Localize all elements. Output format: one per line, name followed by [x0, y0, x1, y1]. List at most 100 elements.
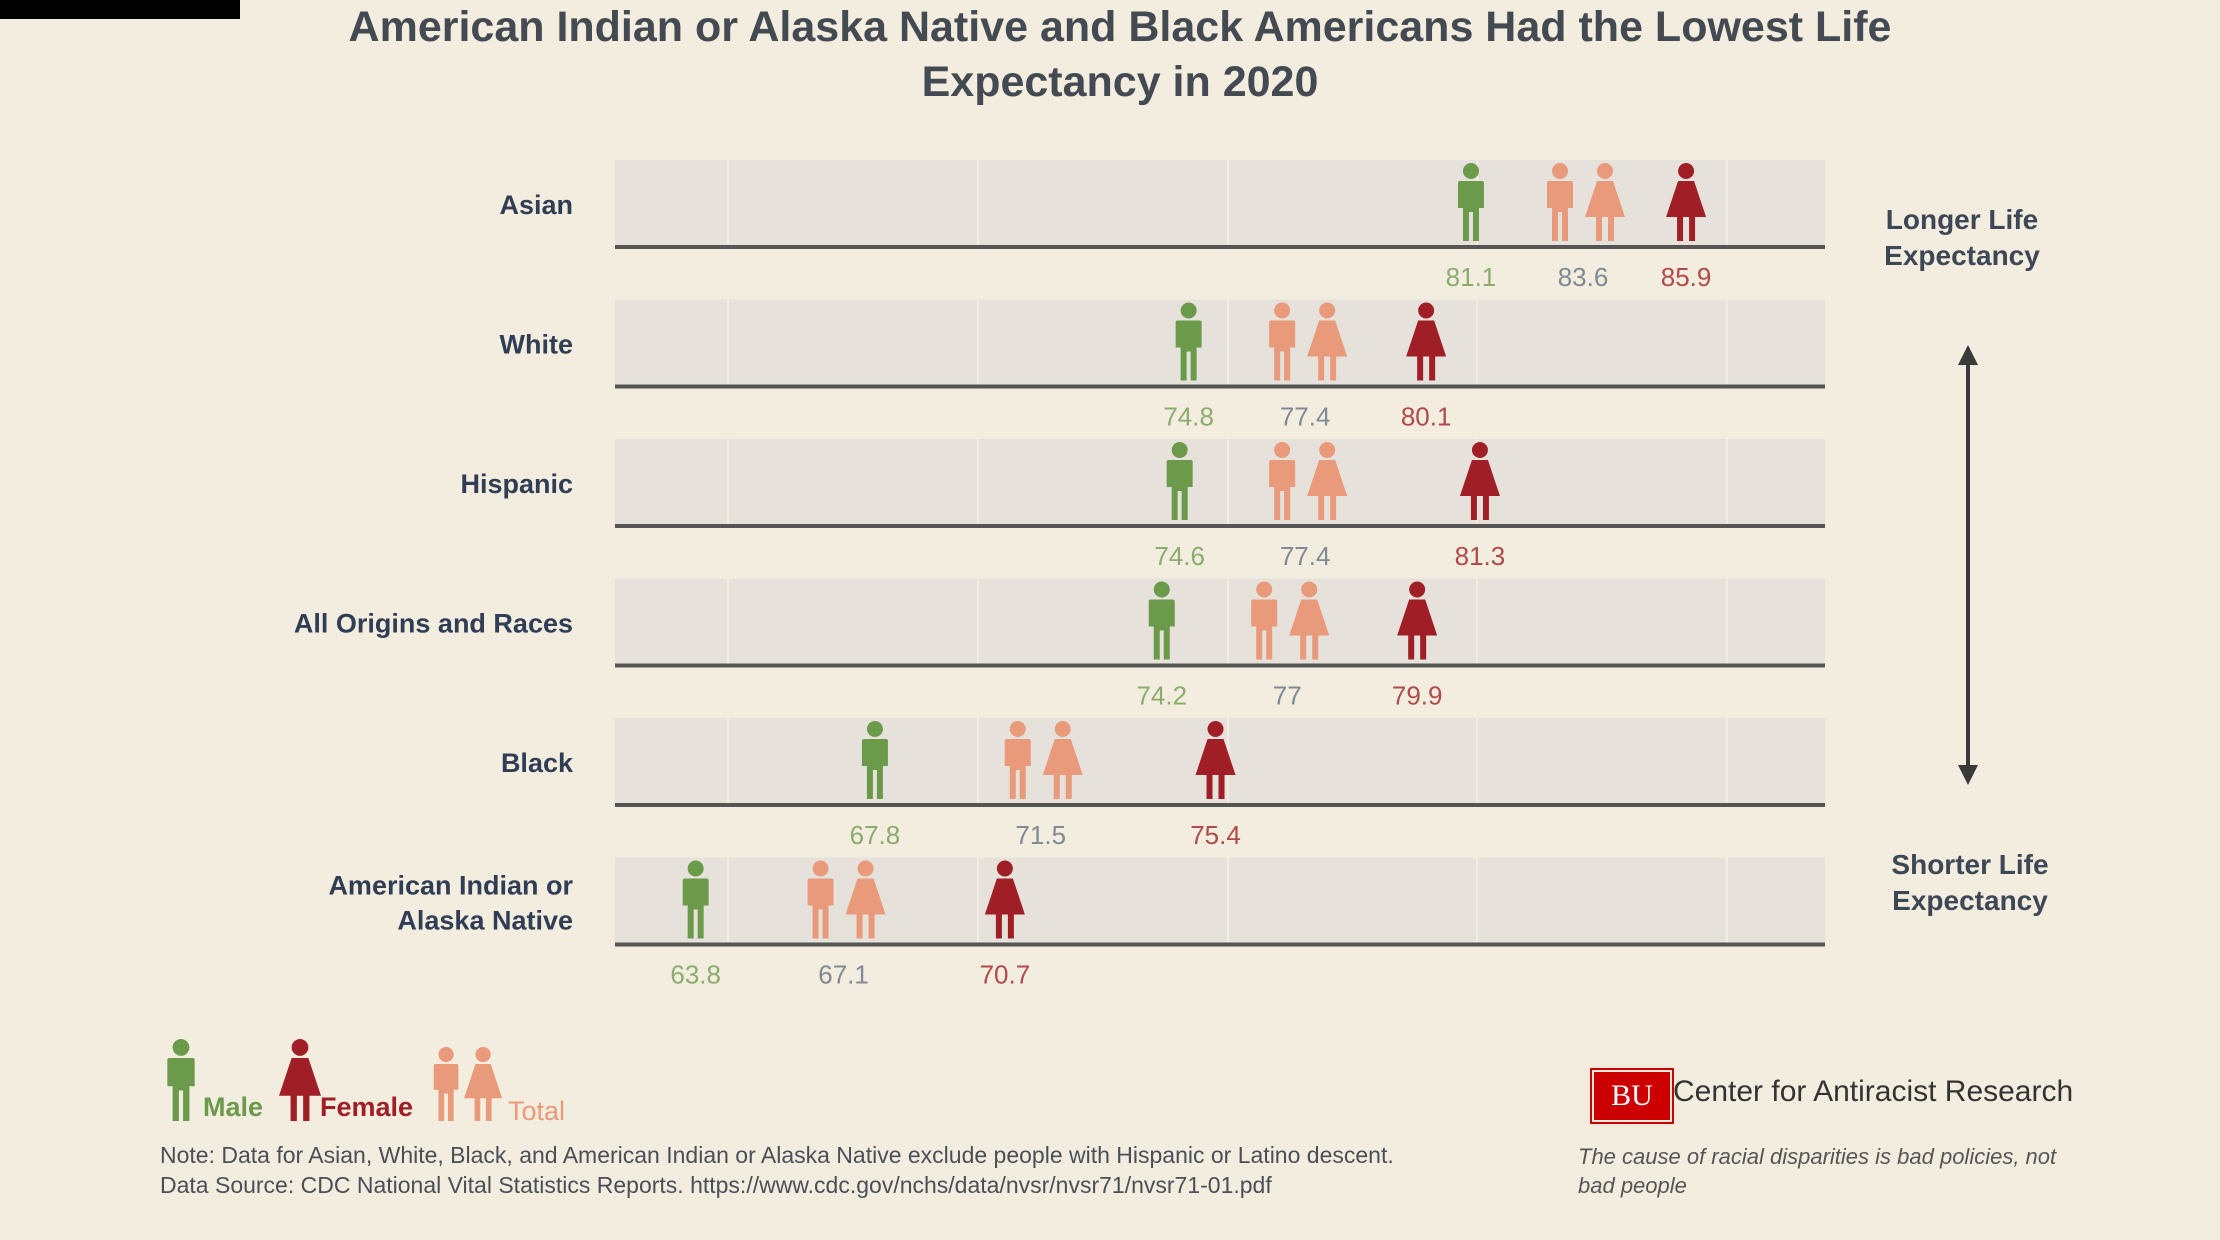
female-value-label: 79.9: [1392, 681, 1443, 711]
female-head: [857, 860, 874, 877]
data-source-text: Data Source: CDC National Vital Statisti…: [160, 1172, 1272, 1198]
male-body: [1251, 599, 1278, 660]
male-body: [1269, 320, 1296, 381]
row-label: All Origins and Races: [294, 609, 573, 639]
male-value-label: 63.8: [670, 960, 721, 990]
row-label: White: [500, 330, 574, 360]
female-body: [1195, 739, 1236, 799]
total-male-figure: [1547, 163, 1573, 241]
longer-life-line-1: Longer Life: [1885, 204, 2039, 235]
total-female-figure: [1042, 721, 1083, 799]
row-label: Hispanic: [460, 469, 573, 499]
female-body: [1042, 739, 1083, 799]
male-head: [812, 860, 829, 877]
chart-row: Hispanic 74.6 77.4 81.3: [460, 439, 1825, 571]
row-band: [615, 299, 1825, 387]
legend-total-label: Total: [508, 1096, 566, 1126]
total-value-label: 67.1: [818, 960, 869, 990]
female-value-label: 81.3: [1455, 541, 1506, 571]
female-marker-icon: [1195, 721, 1236, 799]
total-value-label: 71.5: [1015, 820, 1066, 850]
male-marker-icon: [682, 860, 709, 939]
total-marker-icon: [1269, 442, 1348, 520]
corner-black-block: [0, 0, 240, 19]
male-head: [1153, 581, 1170, 598]
row-label-line-1: American Indian or: [328, 871, 573, 901]
female-marker-icon: [1406, 302, 1447, 381]
male-head: [1462, 163, 1479, 179]
center-name: Center for Antiracist Research: [1673, 1075, 2074, 1108]
female-marker-icon: [1459, 442, 1500, 520]
female-head: [1301, 581, 1318, 598]
note-text: Note: Data for Asian, White, Black, and …: [160, 1142, 1394, 1168]
female-head: [1054, 721, 1071, 737]
male-value-label: 67.8: [850, 820, 901, 850]
total-male-figure: [1004, 721, 1031, 799]
male-body: [682, 878, 709, 939]
female-value-label: 80.1: [1401, 402, 1452, 432]
male-head: [1009, 721, 1026, 737]
row-band: [615, 160, 1825, 247]
total-male-figure: [1251, 581, 1278, 660]
male-body: [1457, 181, 1484, 241]
total-female-figure: [1289, 581, 1330, 660]
male-head: [1274, 302, 1291, 319]
male-head: [866, 721, 883, 737]
legend: Male Female Total: [155, 1030, 635, 1126]
total-female-figure: [1585, 163, 1625, 241]
male-figure-icon: [167, 1039, 195, 1121]
total-value-label: 77: [1273, 681, 1302, 711]
female-body: [1406, 320, 1447, 381]
male-body: [1004, 739, 1031, 799]
male-head: [1180, 302, 1197, 319]
female-body: [845, 878, 886, 939]
total-figures-icon: [433, 1046, 503, 1122]
total-male-figure: [807, 860, 834, 939]
life-expectancy-chart: Asian 81.1 83.6 85.9 White 74.8 77.4 80.1 Hispan…: [294, 160, 1978, 990]
total-marker-icon: [1004, 721, 1083, 799]
male-marker-icon: [1175, 302, 1202, 381]
female-head: [1207, 721, 1224, 737]
female-body: [1397, 599, 1438, 660]
chart-row: White 74.8 77.4 80.1: [500, 299, 1825, 432]
female-body: [1666, 181, 1707, 241]
female-head: [1418, 302, 1435, 319]
male-head: [1256, 581, 1273, 598]
row-label-line-2: Alaska Native: [397, 906, 573, 936]
female-marker-icon: [984, 860, 1025, 939]
female-body: [984, 878, 1025, 939]
total-female-figure: [1307, 302, 1348, 381]
legend-female-icon: [279, 1039, 321, 1121]
female-head: [1319, 302, 1336, 319]
shorter-life-line-1: Shorter Life: [1891, 849, 2049, 880]
shorter-life-label: Shorter Life Expectancy: [1820, 847, 2120, 919]
tagline: The cause of racial disparities is bad p…: [1578, 1142, 2098, 1200]
tagline-line-2: bad people: [1578, 1173, 1687, 1198]
male-body: [1175, 320, 1202, 381]
row-label: American Indian or Alaska Native: [328, 871, 573, 936]
chart-title-line-1: American Indian or Alaska Native and Bla…: [348, 3, 1892, 51]
legend-total-icon: [433, 1046, 503, 1122]
total-marker-icon: [1547, 163, 1625, 241]
chart-layer: Asian 81.1 83.6 85.9 White 74.8 77.4 80.1 Hispan…: [294, 160, 1825, 990]
chart-row: American Indian or Alaska Native 63.8 67.1 7…: [328, 857, 1825, 990]
total-value-label: 77.4: [1280, 402, 1331, 432]
female-head: [1471, 442, 1488, 458]
male-body: [861, 739, 888, 799]
male-value-label: 74.2: [1136, 681, 1187, 711]
female-head: [996, 860, 1013, 877]
female-body: [1307, 320, 1348, 381]
chart-row: Asian 81.1 83.6 85.9: [499, 160, 1825, 292]
female-value-label: 75.4: [1190, 820, 1241, 850]
male-marker-icon: [1457, 163, 1484, 241]
female-body: [1307, 460, 1348, 520]
male-value-label: 81.1: [1446, 262, 1497, 292]
row-label: Black: [501, 748, 574, 778]
total-value-label: 83.6: [1558, 262, 1609, 292]
total-female-figure: [1307, 442, 1348, 520]
female-head: [1597, 163, 1613, 179]
row-band: [615, 857, 1825, 945]
male-head: [1274, 442, 1291, 458]
shorter-life-line-2: Expectancy: [1892, 885, 2048, 916]
legend-female-label: Female: [320, 1092, 414, 1122]
